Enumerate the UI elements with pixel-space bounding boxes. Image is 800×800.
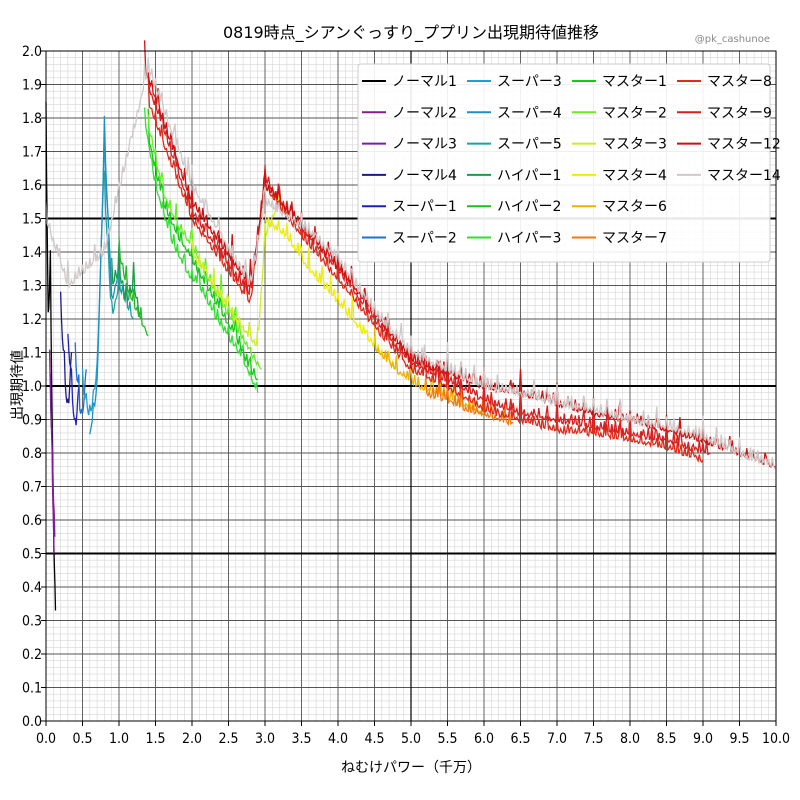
x-tick-label: 5.5	[437, 731, 457, 747]
y-tick-label: 0.1	[22, 681, 42, 697]
y-tick-label: 0.9	[22, 413, 42, 429]
legend-entry: スーパー5	[497, 137, 562, 153]
series-line	[67, 333, 80, 426]
legend-entry: スーパー4	[497, 105, 562, 121]
y-tick-label: 0.8	[22, 446, 42, 462]
legend: ノーマル1 ノーマル2 ノーマル3 ノーマル4 スーパー1 スーパー2 スーパー3 スーパー4…	[357, 63, 781, 263]
y-tick-label: 1.7	[22, 145, 42, 161]
legend-entry: ハイパー1	[497, 168, 561, 184]
series-line	[147, 73, 711, 456]
y-tick-label: 0.7	[22, 480, 42, 496]
y-tick-label: 0.0	[22, 714, 42, 730]
chart-title: 0819時点_シアンぐっすり_ププリン出現期待値推移	[223, 23, 599, 43]
series-line	[373, 326, 485, 416]
legend-entry: スーパー2	[392, 231, 457, 247]
legend-entry: ハイパー3	[497, 231, 561, 247]
y-tick-label: 0.6	[22, 513, 42, 529]
x-tick-label: 9.0	[693, 731, 713, 747]
legend-entry: マスター12	[707, 137, 781, 153]
x-tick-label: 3.5	[291, 731, 311, 747]
series-layer	[45, 40, 777, 611]
series-line	[143, 107, 259, 393]
legend-entry: マスター14	[707, 168, 781, 184]
legend-entry: マスター6	[602, 199, 667, 215]
legend-entry: スーパー3	[497, 74, 562, 90]
legend-entry: マスター8	[707, 74, 772, 90]
y-axis-label: 出現期待値	[10, 350, 26, 420]
y-tick-label: 1.6	[22, 178, 42, 194]
y-tick-label: 0.5	[22, 547, 42, 563]
series-line	[59, 291, 73, 404]
x-tick-label: 2.5	[218, 731, 238, 747]
legend-entry: スーパー1	[392, 199, 457, 215]
series-line	[424, 374, 514, 427]
x-tick-label: 1.5	[145, 731, 165, 747]
x-tick-label: 8.0	[620, 731, 640, 747]
y-tick-label: 0.2	[22, 647, 42, 663]
x-tick-label: 3.0	[255, 731, 275, 747]
legend-entry: ノーマル3	[392, 137, 457, 153]
legend-box	[357, 63, 771, 263]
x-tick-label: 7.0	[547, 731, 567, 747]
y-tick-label: 1.3	[22, 279, 42, 295]
x-tick-label: 0.0	[36, 731, 56, 747]
legend-entry: マスター2	[602, 105, 667, 121]
legend-entry: マスター3	[602, 137, 667, 153]
x-tick-label: 5.0	[401, 731, 421, 747]
legend-entry: マスター9	[707, 105, 772, 121]
x-tick-label: 4.0	[328, 731, 348, 747]
y-tick-label: 1.1	[22, 346, 42, 362]
legend-entry: ノーマル4	[392, 168, 457, 184]
x-tick-label: 8.5	[656, 731, 676, 747]
series-line	[111, 243, 142, 320]
y-tick-label: 1.4	[22, 245, 42, 261]
series-line	[45, 57, 777, 470]
x-tick-label: 9.5	[729, 731, 749, 747]
y-tick-label: 1.2	[22, 312, 42, 328]
y-tick-label: 0.3	[22, 614, 42, 630]
x-tick-label: 6.0	[474, 731, 494, 747]
credit-label: @pk_cashunoe	[695, 34, 770, 45]
y-tick-label: 2.0	[22, 44, 42, 60]
x-axis-label: ねむけパワー（千万）	[341, 760, 481, 776]
legend-entry: マスター7	[602, 231, 667, 247]
x-tick-label: 7.5	[583, 731, 603, 747]
series-line	[89, 115, 120, 435]
series-line	[118, 236, 149, 337]
legend-entry: マスター4	[602, 168, 667, 184]
legend-entry: マスター1	[602, 74, 667, 90]
y-tick-label: 0.4	[22, 580, 42, 596]
legend-entry: ノーマル2	[392, 105, 457, 121]
series-line	[49, 373, 56, 537]
y-tick-label: 1.5	[22, 212, 42, 228]
x-tick-label: 1.0	[109, 731, 129, 747]
series-line	[103, 170, 135, 320]
y-tick-label: 1.0	[22, 379, 42, 395]
x-axis-ticks: 0.0 0.5 1.0 1.5 2.0 2.5 3.0 3.5 4.0 4.5 5.0 5.5 6.0 6…	[36, 721, 790, 747]
x-tick-label: 6.5	[510, 731, 530, 747]
y-axis-ticks: 0.0 0.1 0.2 0.3 0.4 0.5 0.6 0.7 0.8 0.9 1.0 1.1 1.2 1…	[22, 44, 46, 730]
x-tick-label: 10.0	[762, 731, 790, 747]
x-tick-label: 0.5	[72, 731, 92, 747]
series-line	[191, 193, 281, 347]
x-tick-label: 4.5	[364, 731, 384, 747]
y-tick-label: 1.9	[22, 78, 42, 94]
legend-entry: ノーマル1	[392, 74, 457, 90]
legend-entry: ハイパー2	[497, 199, 561, 215]
y-tick-label: 1.8	[22, 111, 42, 127]
x-tick-label: 2.0	[182, 731, 202, 747]
